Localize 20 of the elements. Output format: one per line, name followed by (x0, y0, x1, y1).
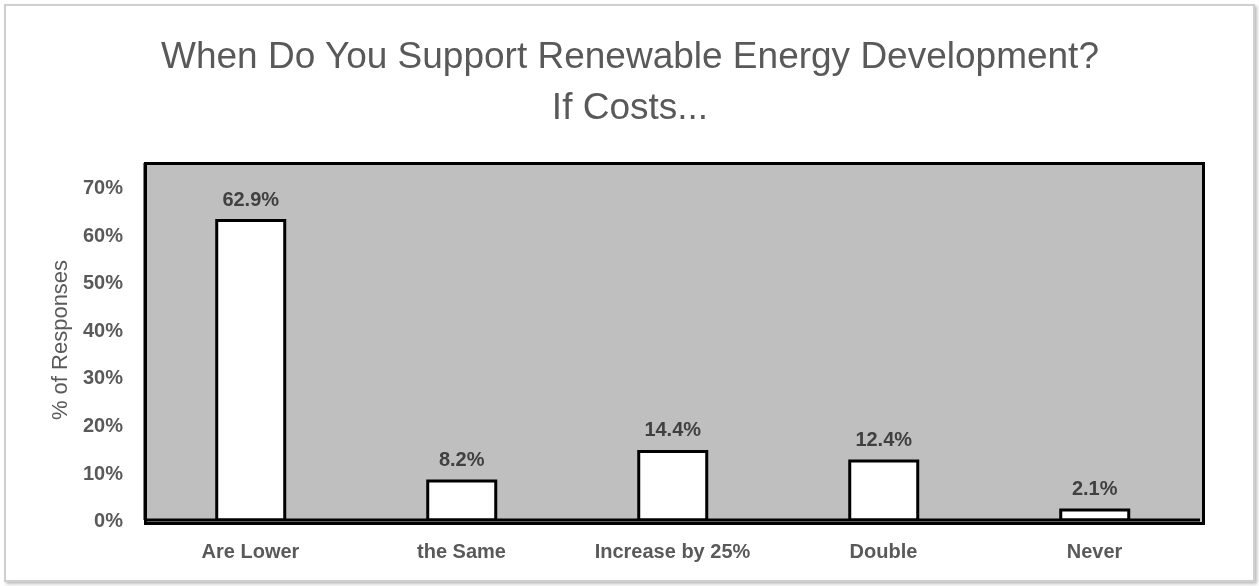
y-tick-label: 50% (82, 271, 124, 294)
y-tick-label: 60% (82, 223, 124, 246)
x-tick-label: Never (1066, 540, 1123, 563)
y-tick-label: 10% (82, 461, 124, 484)
y-tick-label: 70% (82, 175, 124, 198)
data-label: 12.4% (855, 427, 913, 450)
data-label: 62.9% (222, 187, 280, 210)
y-axis-title: % of Responses (47, 259, 73, 421)
x-tick-label: the Same (417, 540, 506, 563)
y-tick-label: 0% (94, 509, 124, 532)
chart-title: When Do You Support Renewable Energy Development? If Costs... (160, 34, 1100, 129)
x-tick-label: Double (849, 540, 918, 563)
x-tick-label: Are Lower (201, 540, 300, 563)
x-tick-label: Increase by 25% (594, 540, 751, 563)
data-label: 8.2% (438, 447, 485, 470)
y-tick-label: 30% (82, 366, 124, 389)
data-label: 2.1% (1071, 477, 1118, 499)
y-tick-label: 20% (82, 413, 124, 436)
y-tick-label: 40% (82, 318, 124, 341)
data-label: 14.4% (644, 418, 702, 441)
